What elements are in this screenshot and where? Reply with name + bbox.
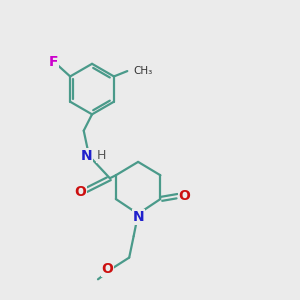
Text: O: O [74,184,86,199]
Text: N: N [132,210,144,224]
Text: N: N [81,149,92,163]
Text: O: O [178,189,190,203]
Text: O: O [102,262,113,277]
Text: F: F [49,55,58,69]
Text: CH₃: CH₃ [134,66,153,76]
Text: H: H [97,149,106,162]
